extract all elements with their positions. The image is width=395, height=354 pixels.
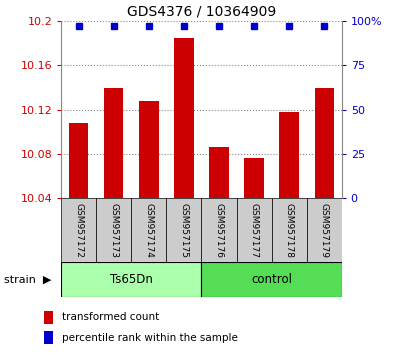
Text: percentile rank within the sample: percentile rank within the sample (62, 332, 238, 343)
Bar (45, 331, 53, 344)
Text: GSM957176: GSM957176 (214, 202, 224, 258)
Text: strain  ▶: strain ▶ (4, 275, 51, 285)
Bar (245, 158, 264, 198)
Text: transformed count: transformed count (62, 312, 160, 322)
Text: GSM957178: GSM957178 (284, 202, 293, 258)
Bar (104, 87, 124, 198)
Text: GSM957174: GSM957174 (144, 202, 153, 258)
Text: GSM957172: GSM957172 (74, 202, 83, 258)
Text: control: control (251, 273, 292, 286)
Bar (61, 198, 96, 262)
Bar (237, 198, 271, 262)
Title: GDS4376 / 10364909: GDS4376 / 10364909 (127, 5, 276, 19)
Text: GSM957177: GSM957177 (250, 202, 259, 258)
Text: GSM957175: GSM957175 (179, 202, 188, 258)
Bar (272, 198, 307, 262)
Bar (174, 38, 194, 198)
Bar (45, 311, 53, 324)
Bar (139, 101, 158, 198)
Bar (201, 262, 342, 297)
Bar (69, 123, 88, 198)
Bar (279, 112, 299, 198)
Bar (209, 147, 229, 198)
Text: GSM957173: GSM957173 (109, 202, 118, 258)
Bar (314, 87, 334, 198)
Text: GSM957179: GSM957179 (320, 202, 329, 258)
Bar (96, 198, 131, 262)
Text: Ts65Dn: Ts65Dn (110, 273, 153, 286)
Bar (307, 198, 342, 262)
Bar (61, 262, 201, 297)
Bar (131, 198, 166, 262)
Bar (166, 198, 201, 262)
Bar (201, 198, 237, 262)
